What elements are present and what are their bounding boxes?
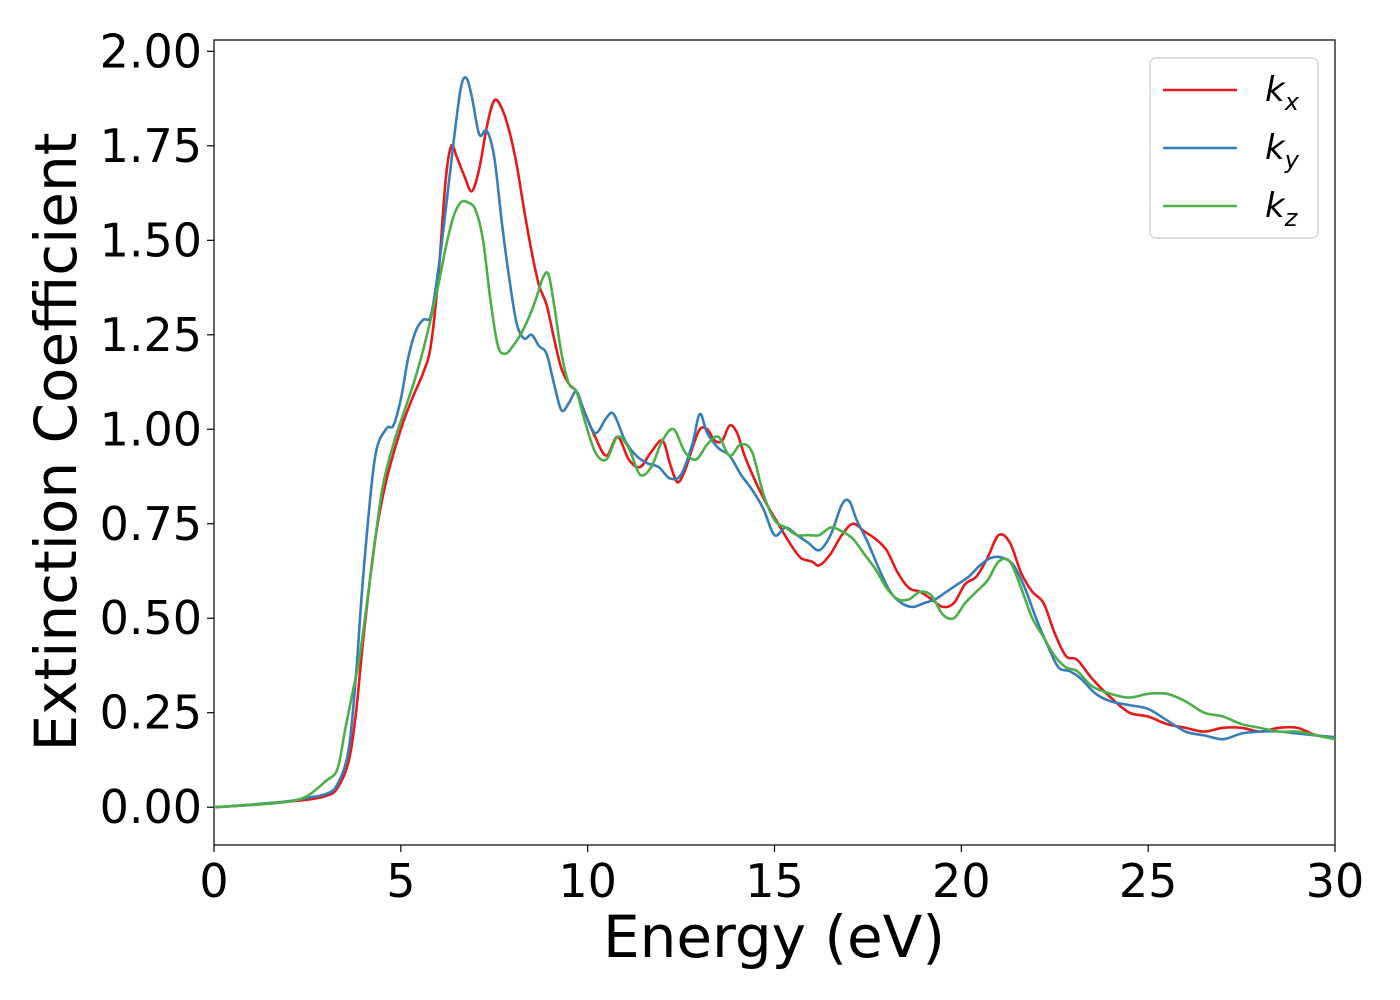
x-tick-label: 0 [199,854,228,908]
series-line-kz [214,199,1335,809]
legend-label: ky [1265,128,1300,174]
y-axis-title: Extinction Coefficient [22,133,90,752]
x-tick-label: 15 [745,854,804,908]
y-tick-label: 1.50 [100,213,202,267]
x-tick-label: 5 [386,854,415,908]
plot-area [213,39,1336,846]
legend-label-subscript: z [1284,204,1299,232]
y-tick-label: 0.75 [100,497,202,551]
y-tick-label: 0.00 [100,780,202,834]
series-line-kx [214,98,1335,809]
series-line-ky [214,76,1335,809]
legend-label: kx [1265,70,1300,116]
x-tick-label: 25 [1119,854,1178,908]
y-tick-label: 0.25 [100,686,202,740]
x-axis: 0 5 10 15 20 25 30 [199,845,1364,908]
series-layer [214,76,1335,809]
y-tick-label: 2.00 [100,24,202,78]
x-tick-label: 30 [1306,854,1365,908]
legend-label: kz [1265,186,1299,232]
legend-label-base: k [1265,128,1286,168]
legend-label-base: k [1265,186,1286,226]
y-tick-label: 0.50 [100,591,202,645]
x-axis-title: Energy (eV) [603,903,945,971]
legend-label-subscript: x [1284,88,1300,116]
y-tick-label: 1.75 [100,119,202,173]
legend-label-base: k [1265,70,1286,110]
y-axis: 0.00 0.25 0.50 0.75 1.00 1.25 1.50 1.75 2.00 [100,24,214,834]
legend-label-subscript: y [1284,146,1300,174]
plot-frame [213,39,1336,846]
y-tick-label: 1.25 [100,308,202,362]
x-tick-label: 10 [558,854,617,908]
x-tick-label: 20 [932,854,991,908]
y-tick-label: 1.00 [100,402,202,456]
